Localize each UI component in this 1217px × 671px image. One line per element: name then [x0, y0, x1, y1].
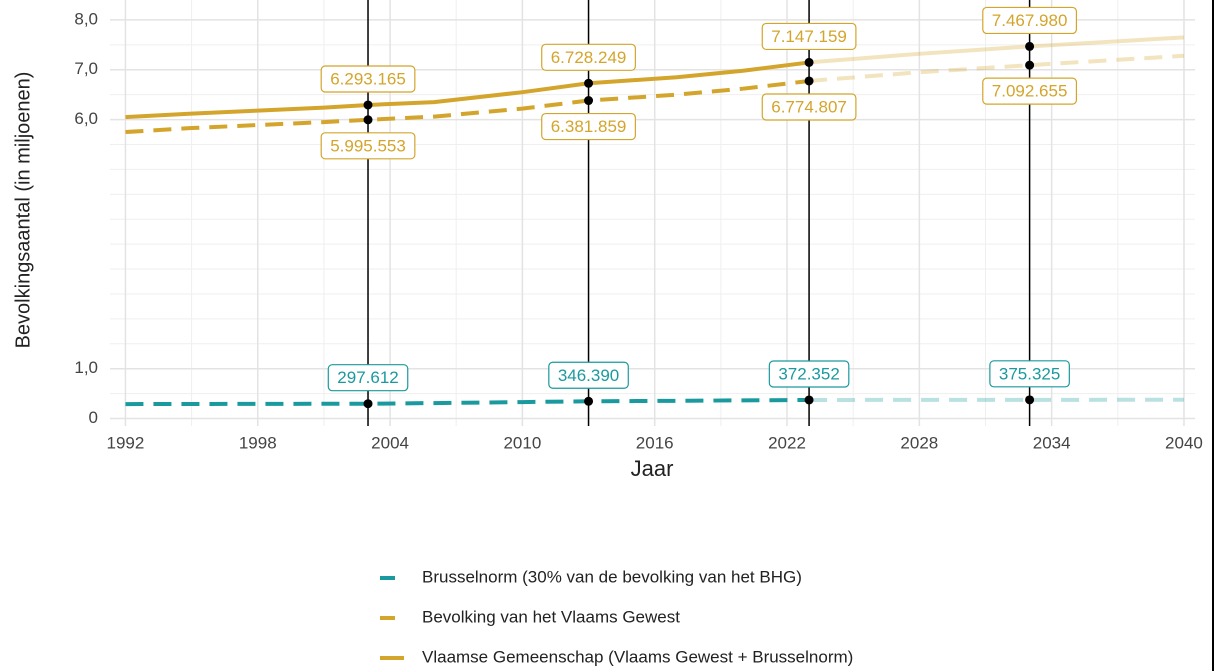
- point: [804, 395, 814, 405]
- value-label-box: [761, 22, 857, 51]
- y-tick-label: 8,0: [74, 9, 98, 28]
- point: [363, 115, 373, 125]
- value-label-text: 346.390: [558, 366, 619, 385]
- value-label: 7.147.159: [761, 22, 857, 51]
- x-axis-label: Jaar: [631, 456, 674, 481]
- point: [1025, 41, 1035, 51]
- value-label-text: 7.092.655: [992, 82, 1068, 101]
- value-label: 6.293.165: [320, 65, 416, 93]
- legend-label: Bevolking van het Vlaams Gewest: [422, 607, 680, 626]
- y-axis-label: Bevolkingsaantal (in miljoenen): [12, 72, 34, 349]
- series-projection-line: [808, 35, 1185, 65]
- value-label-box: [548, 361, 629, 389]
- x-tick-label: 2004: [371, 433, 409, 452]
- x-tick-label: 2022: [768, 433, 806, 452]
- value-label-text: 297.612: [337, 368, 398, 387]
- point: [584, 96, 594, 106]
- point: [363, 100, 373, 110]
- point: [804, 57, 814, 67]
- value-label-box: [982, 6, 1078, 35]
- x-tick-label: 1992: [107, 433, 145, 452]
- y-tick-label: 7,0: [74, 59, 98, 78]
- value-label-box: [541, 112, 636, 141]
- value-label-box: [768, 360, 850, 388]
- series-line: [125, 78, 810, 135]
- value-label-text: 6.381.859: [551, 117, 627, 136]
- value-label: 6.381.859: [541, 112, 636, 141]
- x-tick-label: 2028: [900, 433, 938, 452]
- value-label: 297.612: [327, 364, 409, 392]
- series-line: [125, 397, 810, 407]
- value-label: 5.995.553: [320, 132, 416, 160]
- point: [363, 399, 373, 409]
- value-label-box: [982, 77, 1078, 105]
- value-label-box: [320, 132, 416, 160]
- value-label: 375.325: [989, 360, 1070, 388]
- value-label-text: 372.352: [778, 364, 839, 383]
- x-tick-label: 2034: [1033, 433, 1071, 452]
- point: [804, 76, 814, 86]
- value-label: 7.467.980: [982, 6, 1078, 35]
- x-tick-label: 2040: [1165, 433, 1203, 452]
- value-label-box: [320, 65, 416, 93]
- value-label: 6.774.807: [761, 93, 857, 121]
- x-tick-label: 2016: [636, 433, 674, 452]
- legend-label: Vlaamse Gemeenschap (Vlaams Gewest + Bru…: [422, 647, 853, 666]
- point: [584, 396, 594, 406]
- value-label: 346.390: [548, 361, 629, 389]
- value-label: 7.092.655: [982, 77, 1078, 105]
- value-label-box: [541, 43, 636, 71]
- value-label-text: 6.293.165: [330, 69, 406, 88]
- value-label-box: [989, 360, 1070, 388]
- value-label-text: 5.995.553: [330, 136, 406, 155]
- value-label: 6.728.249: [541, 43, 636, 71]
- value-label-text: 7.147.159: [771, 27, 847, 46]
- point: [584, 78, 594, 88]
- value-label: 372.352: [768, 360, 850, 388]
- series-line: [125, 60, 810, 120]
- y-tick-label: 0: [89, 408, 98, 427]
- value-label-box: [761, 93, 857, 121]
- x-tick-label: 2010: [503, 433, 541, 452]
- value-label-box: [327, 364, 409, 392]
- legend-label: Brusselnorm (30% van de bevolking van he…: [422, 567, 802, 586]
- x-tick-label: 1998: [239, 433, 277, 452]
- point: [1025, 395, 1035, 405]
- point: [1025, 60, 1035, 70]
- value-label-text: 6.728.249: [551, 48, 627, 67]
- value-label-text: 7.467.980: [992, 11, 1068, 30]
- value-label-text: 6.774.807: [771, 97, 847, 116]
- value-label-text: 375.325: [999, 364, 1060, 383]
- y-tick-label: 1,0: [74, 358, 98, 377]
- y-tick-label: 6,0: [74, 109, 98, 128]
